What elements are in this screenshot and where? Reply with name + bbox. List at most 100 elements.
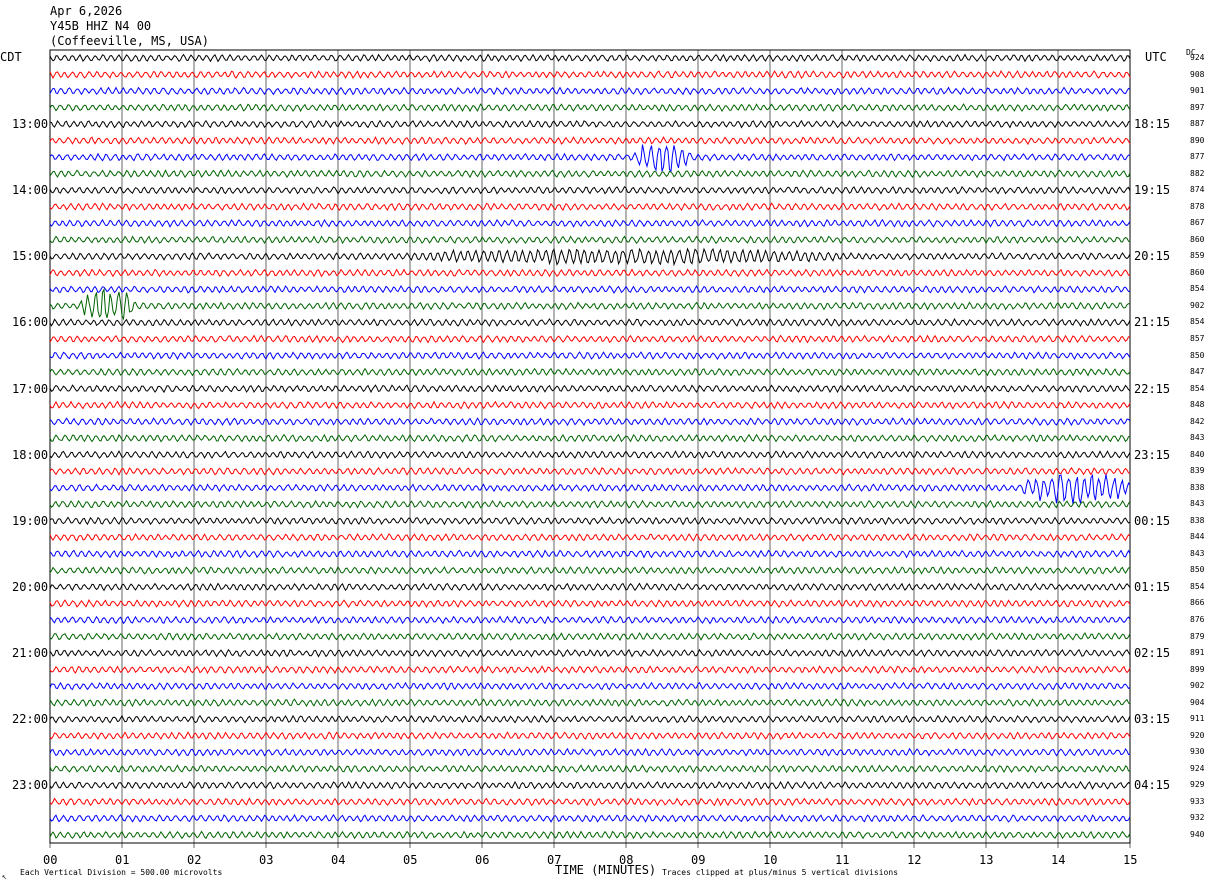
trace-line xyxy=(49,86,1131,96)
dc-offset-label: 920 xyxy=(1190,730,1205,740)
right-hour-label: 20:15 xyxy=(1134,249,1171,264)
dc-offset-label: 840 xyxy=(1190,449,1205,459)
trace-line xyxy=(49,433,1131,443)
x-tick-label: 11 xyxy=(835,853,850,867)
trace-line xyxy=(49,285,1131,294)
dc-offset-label: 854 xyxy=(1190,284,1205,294)
x-tick-label: 03 xyxy=(259,853,274,867)
trace-line xyxy=(49,764,1131,774)
dc-offset-label: 901 xyxy=(1190,86,1205,96)
dc-offset-label: 866 xyxy=(1190,598,1205,608)
dc-offset-label: 860 xyxy=(1190,267,1205,277)
dc-offset-label: 933 xyxy=(1190,796,1205,806)
right-hour-label: 18:15 xyxy=(1134,117,1171,132)
trace-line xyxy=(49,185,1131,195)
header-date: Apr 6,2026 xyxy=(50,4,123,18)
trace-line xyxy=(49,830,1131,840)
trace-line xyxy=(49,318,1131,328)
trace-line xyxy=(49,698,1131,708)
trace-line xyxy=(49,797,1131,807)
trace-line xyxy=(49,731,1131,741)
dc-offset-label: 874 xyxy=(1190,185,1205,195)
dc-offset-label: 842 xyxy=(1190,416,1205,426)
right-hour-label: 22:15 xyxy=(1134,381,1171,396)
dc-offset-label: 857 xyxy=(1190,334,1205,343)
right-hour-label: 01:15 xyxy=(1134,579,1171,594)
dc-offset-label: 854 xyxy=(1190,581,1205,591)
trace-line xyxy=(49,450,1131,460)
trace-line xyxy=(49,516,1131,526)
trace-line xyxy=(49,582,1131,592)
trace-line xyxy=(49,103,1131,113)
dc-offset-label: 843 xyxy=(1190,499,1205,509)
trace-line xyxy=(49,136,1131,146)
trace-line xyxy=(49,144,1131,173)
dc-offset-label: 860 xyxy=(1190,234,1205,244)
dc-offset-label: 879 xyxy=(1190,631,1205,641)
x-tick-label: 10 xyxy=(763,853,778,867)
left-hour-label: 17:00 xyxy=(12,381,49,396)
dc-offset-label: 854 xyxy=(1190,317,1205,327)
dc-offset-label: 897 xyxy=(1190,102,1205,112)
trace-line xyxy=(49,119,1131,129)
trace-line xyxy=(49,499,1131,509)
left-hour-label: 18:00 xyxy=(12,447,49,462)
dc-label: DC xyxy=(1186,48,1196,57)
trace-line xyxy=(49,532,1131,542)
x-tick-label: 08 xyxy=(619,853,634,867)
x-tick-label: 07 xyxy=(547,853,562,867)
x-tick-label: 01 xyxy=(115,853,130,867)
right-hour-label: 04:15 xyxy=(1134,778,1171,793)
right-hour-label: 00:15 xyxy=(1134,513,1171,528)
dc-offset-label: 877 xyxy=(1190,152,1205,162)
dc-offset-label: 902 xyxy=(1190,300,1205,310)
left-hour-label: 19:00 xyxy=(12,513,49,528)
clip-note: Traces clipped at plus/minus 5 vertical … xyxy=(662,868,899,877)
trace-line xyxy=(49,565,1131,575)
header-location: (Coffeeville, MS, USA) xyxy=(50,34,209,48)
x-tick-label: 13 xyxy=(979,853,994,867)
dc-offset-label: 843 xyxy=(1190,433,1205,443)
dc-offset-label: 908 xyxy=(1190,69,1205,79)
x-axis-label: TIME (MINUTES) xyxy=(555,863,657,877)
trace-line xyxy=(49,218,1131,228)
trace-line xyxy=(49,466,1131,476)
right-hour-label: 23:15 xyxy=(1134,447,1171,462)
x-tick-label: 00 xyxy=(43,853,58,867)
trace-line xyxy=(49,473,1131,505)
dc-offset-label: 878 xyxy=(1190,201,1205,211)
dc-offset-label: 924 xyxy=(1190,53,1205,62)
trace-line xyxy=(49,599,1131,609)
trace-line xyxy=(49,615,1131,625)
trace-line xyxy=(49,268,1131,278)
left-hour-label: 23:00 xyxy=(12,778,49,793)
trace-line xyxy=(49,681,1131,691)
right-hour-label: 03:15 xyxy=(1134,712,1171,727)
dc-offset-label: 929 xyxy=(1190,780,1205,790)
dc-offset-label: 843 xyxy=(1190,548,1205,558)
x-tick-label: 06 xyxy=(475,853,490,867)
x-tick-label: 02 xyxy=(187,853,202,867)
dc-offset-label: 847 xyxy=(1190,367,1205,377)
x-tick-label: 05 xyxy=(403,853,418,867)
x-tick-label: 12 xyxy=(907,853,922,867)
x-tick-label: 04 xyxy=(331,853,346,867)
dc-offset-label: 930 xyxy=(1190,747,1205,757)
right-hour-label: 02:15 xyxy=(1134,646,1171,661)
right-timezone: UTC xyxy=(1145,50,1167,64)
left-hour-label: 14:00 xyxy=(12,183,49,198)
left-hour-label: 20:00 xyxy=(12,579,49,594)
trace-line xyxy=(49,367,1131,377)
left-hour-label: 16:00 xyxy=(12,315,49,330)
dc-offset-label: 844 xyxy=(1190,532,1205,542)
trace-line xyxy=(49,400,1131,410)
x-tick-label: 09 xyxy=(691,853,706,867)
dc-offset-label: 848 xyxy=(1190,400,1205,410)
trace-line xyxy=(49,334,1131,344)
left-hour-label: 21:00 xyxy=(12,646,49,661)
dc-offset-label: 850 xyxy=(1190,565,1205,575)
dc-offset-label: 839 xyxy=(1190,466,1205,476)
header-station: Y45B HHZ N4 00 xyxy=(50,19,152,33)
left-timezone: CDT xyxy=(0,50,22,64)
